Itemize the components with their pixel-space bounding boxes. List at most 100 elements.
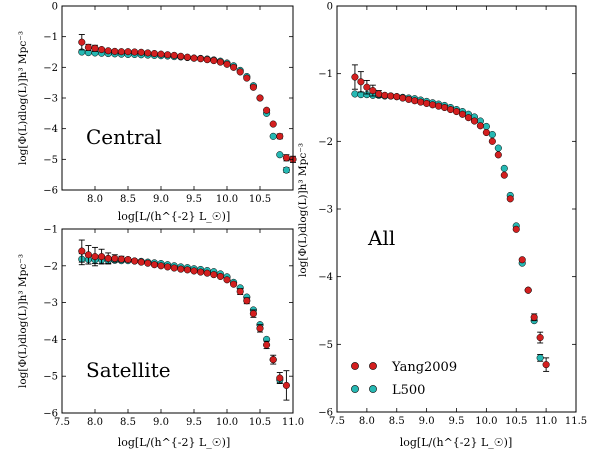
legend-item-yang2009: Yang2009 [351,360,457,375]
satellite-y-axis-label: log[Φ(L)dlog(L)]h³ Mpc⁻³ [17,254,29,388]
satellite-yang2009-point [249,310,257,318]
central-l500-point [276,151,284,159]
central-yang2009-point [282,154,290,162]
legend-item-l500: L500 [351,383,425,398]
central-yang2009-point [144,49,152,57]
central-yang2009-point [236,68,244,76]
all-yang2009-point [393,93,401,101]
all-y-tick-label: −5 [318,340,333,351]
all-yang2009-point [363,83,371,91]
satellite-yang2009-point [98,253,106,261]
all-x-tick-label: 10.5 [505,416,527,427]
central-yang2009-point [98,45,106,54]
central-x-tick-label: 8.0 [87,194,103,205]
all-yang2009-point [524,286,532,294]
panel-satellite: 7.5 8.0 8.5 9.0 9.5 10.0 10.5 11.0 −1 −2 −3 −4 −5 −6… [17,225,304,450]
satellite-yang2009-point [183,266,191,274]
satellite-annotation: Satellite [86,358,171,382]
central-yang2009-point [157,50,165,58]
central-yang2009-point [117,48,125,56]
central-plot-frame [61,5,294,191]
all-plot-frame [336,5,577,413]
central-y-tick-label: −3 [43,94,58,105]
all-yang2009-point [476,122,484,130]
satellite-yang2009-point [78,247,86,255]
all-yang2009-point [375,90,383,98]
satellite-yang2009-point [84,251,92,259]
satellite-yang2009-point [197,268,205,276]
central-yang2009-point [164,51,172,59]
all-x-tick-label: 9.0 [419,416,435,427]
satellite-yang2009-point [210,271,218,279]
panel-all: 7.5 8.0 8.5 9.0 9.5 10.0 10.5 11.0 11.5 0 −1 −2 −3 −… [297,2,587,450]
satellite-yang2009-point [243,297,251,305]
all-yang2009-point [423,99,431,107]
satellite-yang2009-point [104,254,112,262]
satellite-yang2009-point [282,381,290,389]
satellite-x-tick-label: 8.0 [87,417,103,428]
all-yang2009-point [500,171,508,179]
all-yang2009-point [470,117,478,125]
satellite-yang2009-point [230,280,238,288]
all-l500-point [500,164,508,172]
central-yang2009-point [197,55,205,63]
all-x-axis-label: log[L/(h^{-2} L_☉)] [400,436,513,449]
all-yang2009-point [458,110,467,118]
satellite-yang2009-point [223,276,231,284]
all-yang2009-point [357,78,365,86]
central-y-tick-label: −1 [43,32,58,43]
satellite-yang2009-point [236,288,244,296]
satellite-yang2009-point [124,255,132,264]
central-yang2009-point [111,47,119,55]
legend-label-yang2009: Yang2009 [391,360,457,375]
legend-marker-yang2009-b [369,362,377,370]
all-yang2009-point [506,195,514,203]
central-x-tick-label: 9.5 [186,194,202,205]
central-yang2009-point [104,47,112,55]
central-yang2009-point [256,94,264,102]
central-yang2009-point [243,74,251,82]
central-y-tick-label: −5 [43,155,58,166]
all-yang2009-point [441,103,449,112]
central-x-ticks: 8.0 8.5 9.0 9.5 10.0 10.5 [87,6,271,205]
satellite-yang2009-point [263,341,271,349]
all-yang2009-point [399,94,407,102]
satellite-yang2009-point [190,267,198,275]
satellite-yang2009-point [256,324,264,332]
satellite-y-tick-label: −2 [43,261,58,272]
central-yang2009-point [177,52,185,60]
central-yang2009-point [223,60,231,68]
central-yang2009-point [230,63,238,71]
satellite-x-tick-label: 9.0 [153,417,169,428]
all-yang2009-point [464,114,473,122]
all-marks [351,64,550,372]
satellite-yang2009-point [276,374,284,382]
central-yang2009-point [84,43,92,51]
all-yang2009-point [405,95,413,103]
satellite-x-tick-label: 10.5 [249,417,271,428]
all-x-tick-label: 7.5 [329,416,345,427]
satellite-plot-frame [61,228,294,414]
all-y-tick-label: −3 [318,205,333,216]
satellite-yang2009-point [137,258,145,266]
all-y-tick-label: −6 [318,408,333,419]
all-l500-point [494,144,502,152]
all-x-tick-label: 11.0 [535,416,557,427]
satellite-x-tick-label: 9.5 [186,417,202,428]
satellite-y-tick-label: −4 [43,335,58,346]
all-yang2009-point [387,92,395,100]
central-yang2009-point [150,49,158,58]
central-y-ticks: 0 −1 −2 −3 −4 −5 −6 [43,2,293,197]
all-x-tick-label: 9.5 [449,416,465,427]
all-yang2009-point [494,151,502,159]
all-yang2009-point [512,225,520,233]
satellite-marks [78,239,290,401]
satellite-yang2009-point [131,257,139,265]
central-l500-point [282,166,290,174]
all-yang2009-point [351,73,359,81]
all-yang2009-point [482,128,490,137]
all-y-tick-label: 0 [327,2,333,13]
satellite-x-tick-label: 10.0 [216,417,238,428]
panel-central: 8.0 8.5 9.0 9.5 10.0 10.5 0 −1 −2 −3 −4 −5 −6 Centr… [17,2,297,223]
satellite-yang2009-point [111,254,119,262]
